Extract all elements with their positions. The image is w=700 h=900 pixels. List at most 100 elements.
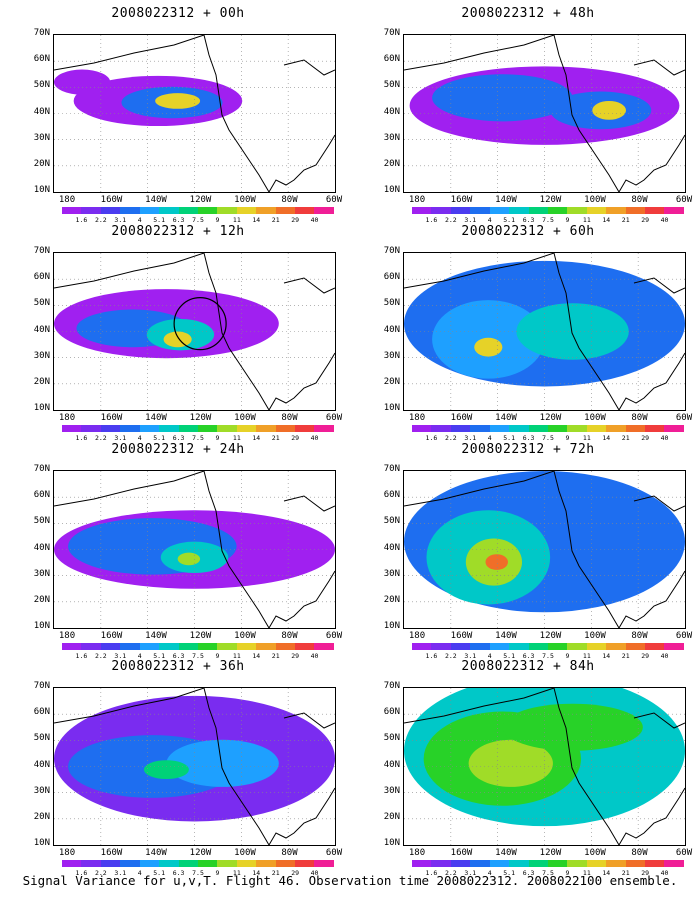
longitude-label: 120W	[539, 631, 562, 641]
colorbar-swatch	[586, 207, 607, 214]
colorbar-label: 1.6	[425, 434, 438, 442]
colorbar-label: 11	[582, 434, 591, 442]
colorbar-label: 14	[602, 869, 611, 877]
longitude-label: 140W	[145, 631, 167, 641]
longitude-label: 80W	[631, 848, 648, 858]
colorbar-swatch	[81, 860, 101, 867]
colorbar	[412, 643, 684, 650]
coastline	[404, 688, 685, 845]
colorbar-label: 40	[310, 434, 319, 442]
colorbar-label: 3.1	[114, 216, 127, 224]
panel-title: 2008022312 + 72h	[461, 442, 595, 457]
colorbar-swatch	[606, 207, 626, 214]
map-panel: 2008022312 + 84h 70N 60N 50N 40N 30N 20N 10N 180…	[368, 659, 700, 877]
colorbar-swatch	[450, 643, 471, 650]
colorbar-label: 7.5	[192, 216, 204, 224]
colorbar-swatch	[159, 643, 179, 650]
latitude-label: 20N	[383, 594, 400, 605]
colorbar-swatch	[62, 425, 82, 432]
colorbar-label: 7.5	[542, 434, 554, 442]
panel-title: 2008022312 + 12h	[111, 224, 245, 239]
colorbar-label: 14	[602, 216, 611, 224]
panel-title: 2008022312 + 84h	[461, 659, 595, 674]
latitude-label: 60N	[33, 54, 50, 65]
longitude-label: 180	[58, 195, 76, 205]
colorbar-swatch	[547, 425, 568, 432]
latitude-label: 60N	[383, 54, 400, 65]
colorbar-swatch	[236, 425, 257, 432]
colorbar-labels: 1.6 2.2 3.1 4 5.1 6.3 7.5 9 11 14 21 29 40	[62, 434, 334, 442]
colorbar-swatch	[197, 643, 218, 650]
latitude-label: 70N	[383, 246, 400, 256]
colorbar-swatch	[489, 207, 510, 214]
latitude-label: 50N	[383, 298, 400, 309]
latitude-label: 20N	[383, 376, 400, 387]
colorbar-swatch	[645, 860, 665, 867]
longitude-label: 80W	[281, 631, 298, 641]
colorbar-labels: 1.6 2.2 3.1 4 5.1 6.3 7.5 9 11 14 21 29 40	[62, 869, 334, 877]
latitude-label: 30N	[33, 785, 50, 796]
colorbar-swatch	[81, 425, 101, 432]
colorbar-swatch	[470, 207, 490, 214]
colorbar	[62, 425, 334, 432]
target-circle	[173, 297, 227, 351]
map-plot	[53, 687, 336, 846]
latitude-label: 30N	[383, 132, 400, 143]
colorbar-swatch	[625, 860, 646, 867]
colorbar-swatch	[178, 860, 198, 867]
colorbar-swatch	[450, 425, 471, 432]
map-plot	[403, 252, 686, 411]
colorbar	[412, 207, 684, 214]
latitude-label: 30N	[383, 785, 400, 796]
coastline	[54, 253, 335, 410]
variance-contour	[592, 100, 626, 120]
colorbar-swatch	[159, 425, 179, 432]
latitude-label: 20N	[33, 811, 50, 822]
longitude-label: 80W	[631, 631, 648, 641]
map-panel: 2008022312 + 60h 70N 60N 50N 40N 30N 20N 10N 180…	[368, 224, 700, 442]
colorbar-swatch	[314, 860, 334, 867]
colorbar-label: 14	[252, 216, 261, 224]
variance-contour	[468, 739, 553, 787]
colorbar-label: 5.1	[503, 652, 516, 660]
longitude-label: 140W	[145, 195, 167, 205]
map-plot	[53, 252, 336, 411]
latitude-label: 70N	[33, 28, 50, 38]
colorbar-label: 4	[487, 216, 492, 224]
colorbar-swatch	[295, 643, 315, 650]
colorbar-swatch	[528, 207, 548, 214]
colorbar-label: 3.1	[464, 216, 477, 224]
latitude-label: 10N	[33, 403, 50, 413]
colorbar-swatch	[412, 425, 432, 432]
colorbar-label: 40	[660, 216, 669, 224]
longitude-label: 160W	[100, 195, 123, 205]
colorbar-label: 29	[641, 869, 650, 877]
colorbar-swatch	[236, 643, 257, 650]
longitude-label: 100W	[234, 413, 256, 423]
colorbar-label: 1.6	[75, 652, 88, 660]
colorbar-label: 1.6	[425, 216, 438, 224]
colorbar-label: 4	[137, 434, 142, 442]
latitude-label: 50N	[383, 516, 400, 527]
colorbar-swatch	[450, 207, 471, 214]
colorbar-swatch	[81, 643, 101, 650]
longitude-label: 140W	[145, 413, 167, 423]
colorbar-swatch	[139, 425, 160, 432]
map-panel: 2008022312 + 00h 70N 60N 50N 40N 30N 20N 10N 180…	[18, 6, 358, 224]
colorbar-swatch	[100, 860, 121, 867]
colorbar-label: 3.1	[114, 652, 127, 660]
colorbar-swatch	[645, 643, 665, 650]
variance-contour	[143, 760, 189, 780]
colorbar-label: 3.1	[464, 652, 477, 660]
colorbar-swatch	[412, 860, 432, 867]
colorbar-label: 14	[252, 869, 261, 877]
colorbar-label: 9	[215, 216, 220, 224]
longitude-label: 100W	[234, 195, 256, 205]
colorbar	[62, 207, 334, 214]
colorbar-label: 2.2	[444, 652, 457, 660]
latitude-label: 40N	[33, 324, 50, 335]
colorbar-label: 2.2	[444, 869, 457, 877]
longitude-label: 180	[408, 195, 426, 205]
colorbar-label: 6.3	[172, 216, 185, 224]
latitude-label: 40N	[383, 324, 400, 335]
